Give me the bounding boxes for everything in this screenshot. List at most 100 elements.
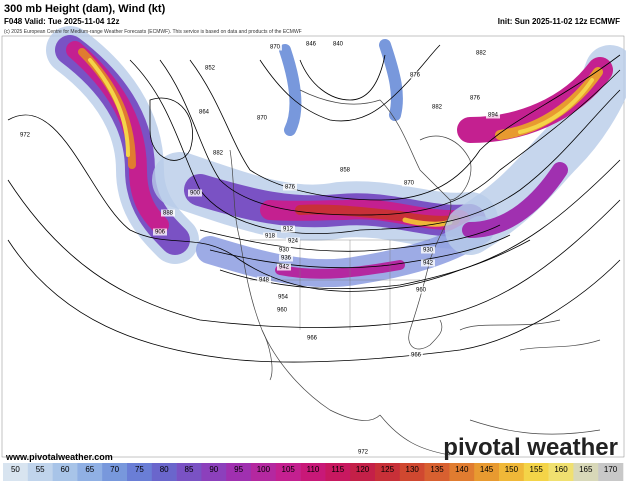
contour-label-bg bbox=[468, 94, 482, 102]
jet-north bbox=[379, 39, 403, 121]
contour bbox=[7, 114, 621, 292]
colorbar-label: 145 bbox=[480, 465, 494, 474]
contour-label: 852 bbox=[205, 66, 216, 72]
colorbar-swatch bbox=[598, 463, 624, 481]
contour-label: 906 bbox=[155, 230, 166, 236]
colorbar-label: 115 bbox=[331, 465, 344, 474]
contour-label-bg bbox=[276, 293, 290, 301]
colorbar-swatch bbox=[27, 463, 53, 481]
coastlines bbox=[229, 89, 601, 456]
colorbar-swatch bbox=[548, 463, 574, 481]
contour-label-bg bbox=[421, 246, 435, 254]
contour-label-bg bbox=[474, 49, 488, 57]
colorbar-swatch bbox=[77, 463, 103, 481]
contour-label: 930 bbox=[279, 248, 290, 254]
website: www.pivotalweather.com bbox=[5, 452, 113, 462]
contour-label-bg bbox=[257, 276, 271, 284]
colorbar-swatch bbox=[523, 463, 549, 481]
colorbar-label: 170 bbox=[604, 465, 618, 474]
caribbean bbox=[459, 319, 601, 351]
contour-label-bg bbox=[188, 189, 202, 197]
south-america bbox=[379, 414, 601, 456]
contour-label-bg bbox=[408, 71, 422, 79]
contour-label-bg bbox=[211, 149, 225, 157]
contour-label: 924 bbox=[288, 239, 299, 245]
contour-label: 966 bbox=[411, 353, 422, 359]
contour bbox=[259, 44, 441, 122]
contour-label: 960 bbox=[416, 288, 427, 294]
colorbar-label: 165 bbox=[579, 465, 593, 474]
contour-label-bg bbox=[268, 43, 282, 51]
coastline bbox=[419, 135, 472, 201]
jet-west bbox=[88, 58, 130, 157]
colorbar-label: 105 bbox=[282, 465, 296, 474]
contour-label-bg bbox=[331, 40, 345, 48]
colorbar-swatch bbox=[325, 463, 351, 481]
contour bbox=[299, 54, 386, 101]
colorbar-swatch bbox=[300, 463, 326, 481]
copyright: (c) 2025 European Centre for Medium-rang… bbox=[4, 29, 302, 35]
colorbar-swatch bbox=[449, 463, 475, 481]
valid-time: F048 Valid: Tue 2025-11-04 12z bbox=[4, 17, 119, 26]
contour-label: 942 bbox=[423, 261, 434, 267]
contour-label: 894 bbox=[488, 113, 499, 119]
colorbar-label: 110 bbox=[307, 465, 320, 474]
colorbar-label: 95 bbox=[234, 465, 243, 474]
contour bbox=[129, 59, 621, 234]
contour-label: 930 bbox=[423, 248, 434, 254]
contour bbox=[209, 234, 511, 269]
contour-label-bg bbox=[18, 131, 32, 139]
logo: pivotal weather bbox=[443, 434, 618, 461]
contour-label: 882 bbox=[432, 105, 443, 111]
colorbar-label: 75 bbox=[135, 465, 144, 474]
contour-label: 882 bbox=[476, 51, 487, 57]
jet-south bbox=[275, 260, 405, 279]
contour-label: 846 bbox=[306, 42, 317, 48]
contour-label: 870 bbox=[404, 181, 415, 187]
coastline bbox=[229, 149, 381, 421]
colorbar-label: 130 bbox=[406, 465, 420, 474]
map: 846 840 870 852 858 864 870 876 882 888 894 900 906 9… bbox=[1, 26, 626, 458]
contour-label-bg bbox=[286, 237, 300, 245]
contour-label-layer: 846 840 870 852 858 864 870 876 882 888 894 900 906 9… bbox=[18, 40, 500, 456]
wind-shading bbox=[46, 26, 626, 288]
contour bbox=[189, 54, 621, 201]
jet-east bbox=[462, 162, 568, 238]
contour-label: 966 bbox=[307, 336, 318, 342]
colorbar: 50 55 60 65 70 75 80 85 90 95 100 105 110 115 120 125 13… bbox=[3, 463, 624, 481]
colorbar-label: 85 bbox=[185, 465, 194, 474]
contour-label-bg bbox=[409, 351, 423, 359]
colorbar-swatch bbox=[375, 463, 401, 481]
colorbar-label: 60 bbox=[61, 465, 70, 474]
contour bbox=[219, 239, 531, 290]
contour-label-bg bbox=[263, 232, 277, 240]
contour-label: 840 bbox=[333, 42, 344, 48]
contour-label-bg bbox=[277, 246, 291, 254]
colorbar-swatch bbox=[350, 463, 376, 481]
height-contours bbox=[7, 44, 621, 363]
contour-label: 882 bbox=[213, 151, 224, 157]
jet-east bbox=[445, 45, 626, 255]
colorbar-swatch bbox=[499, 463, 525, 481]
colorbar-label: 125 bbox=[381, 465, 395, 474]
contour-label-bg bbox=[203, 64, 217, 72]
contour-label: 870 bbox=[270, 45, 281, 51]
contour-label: 876 bbox=[470, 96, 481, 102]
colorbar-swatch bbox=[424, 463, 450, 481]
contour-label: 960 bbox=[277, 308, 288, 314]
jet-main bbox=[295, 204, 460, 226]
coastline bbox=[261, 329, 273, 381]
coastline bbox=[299, 89, 452, 350]
contour-label: 900 bbox=[190, 191, 201, 197]
contour-label: 936 bbox=[281, 256, 292, 262]
colorbar-label: 90 bbox=[209, 465, 218, 474]
colorbar-label: 160 bbox=[554, 465, 568, 474]
contour-label-bg bbox=[421, 259, 435, 267]
colorbar-label: 80 bbox=[160, 465, 169, 474]
contour-label-bg bbox=[161, 209, 175, 217]
contour-label: 858 bbox=[340, 168, 351, 174]
colorbar-label: 70 bbox=[110, 465, 119, 474]
contour bbox=[159, 59, 621, 216]
